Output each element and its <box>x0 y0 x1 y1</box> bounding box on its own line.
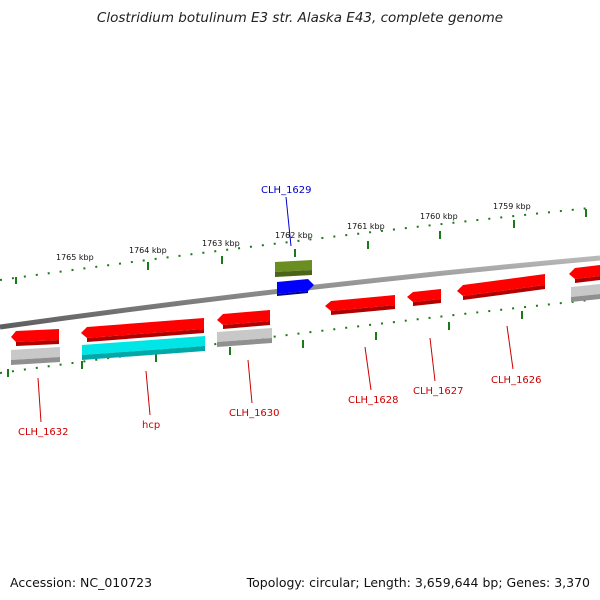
gene-CLH_1628-cds[interactable] <box>325 295 395 315</box>
gene-label-CLH_1626[interactable]: CLH_1626 <box>491 375 542 386</box>
inner-tick-track <box>0 299 591 377</box>
gene-CLH_1632-gene[interactable] <box>11 347 60 365</box>
gene-hcp-cyan[interactable] <box>82 336 205 360</box>
outer-tick-track <box>0 207 591 284</box>
gene-CLH_1632-cds[interactable] <box>11 329 59 346</box>
gene-CLH_1630-gene[interactable] <box>217 328 272 347</box>
gene-CLH_1627-cds[interactable] <box>407 289 441 306</box>
tick-label: 1759 kbp <box>493 202 531 211</box>
tick-label: 1760 kbp <box>420 212 458 221</box>
gene-label-CLH_1627[interactable]: CLH_1627 <box>413 386 464 397</box>
accession-text: Accession: NC_010723 <box>10 575 153 590</box>
gene-label-CLH_1628[interactable]: CLH_1628 <box>348 395 399 406</box>
leader-line-CLH_1626 <box>506 325 514 370</box>
gene-label-hcp[interactable]: hcp <box>142 420 160 431</box>
tick-label: 1764 kbp <box>129 246 167 255</box>
genome-summary-text: Topology: circular; Length: 3,659,644 bp… <box>246 575 590 590</box>
gene-CLH_1626-cds[interactable] <box>457 274 545 300</box>
leader-line-CLH_1630 <box>247 359 253 404</box>
leader-line-CLH_1629 <box>285 196 292 247</box>
map-title: Clostridium botulinum E3 str. Alaska E43… <box>96 10 504 26</box>
tick-label: 1762 kbp <box>275 231 313 240</box>
leader-line-CLH_1632 <box>37 377 42 423</box>
tick-label: 1761 kbp <box>347 222 385 231</box>
leader-line-CLH_1627 <box>429 337 436 382</box>
gene-CLH_1629-olive[interactable] <box>275 260 312 277</box>
tick-label: 1765 kbp <box>56 253 94 262</box>
gene-hcp-cds[interactable] <box>81 318 204 342</box>
tick-label: 1763 kbp <box>202 239 240 248</box>
gene-edge-cds[interactable] <box>569 265 600 283</box>
gene-edge-gene[interactable] <box>571 284 600 302</box>
gene-CLH_1630-cds[interactable] <box>217 310 270 329</box>
leader-line-CLH_1628 <box>364 346 372 391</box>
gene-label-CLH_1630[interactable]: CLH_1630 <box>229 408 280 419</box>
gene-label-CLH_1632[interactable]: CLH_1632 <box>18 427 69 438</box>
gene-CLH_1629-arrow[interactable] <box>277 279 314 296</box>
gene-label-CLH_1629[interactable]: CLH_1629 <box>261 185 312 196</box>
leader-line-hcp <box>145 370 151 416</box>
